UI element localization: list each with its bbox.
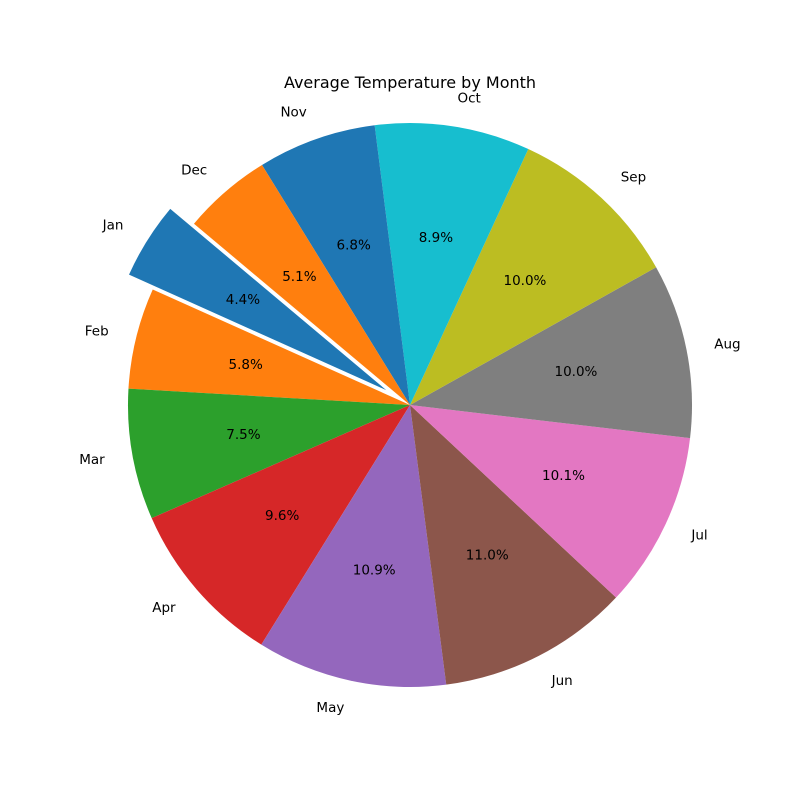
category-label-nov: Nov (280, 104, 306, 120)
category-label-aug: Aug (714, 336, 740, 352)
category-label-may: May (316, 700, 344, 716)
percent-label-feb: 5.8% (228, 357, 262, 373)
pie-slices (128, 122, 692, 688)
category-label-jan: Jan (102, 217, 124, 233)
percent-label-sep: 10.0% (503, 273, 546, 289)
percent-label-may: 10.9% (353, 562, 396, 578)
percent-label-jul: 10.1% (542, 468, 585, 484)
percent-label-apr: 9.6% (265, 508, 299, 524)
pie-slice-aug (410, 267, 692, 439)
percent-label-nov: 6.8% (337, 237, 371, 253)
category-label-oct: Oct (457, 90, 480, 106)
category-label-mar: Mar (79, 452, 105, 468)
percent-label-dec: 5.1% (282, 269, 316, 285)
percent-label-jun: 11.0% (466, 548, 509, 564)
percent-label-aug: 10.0% (555, 364, 598, 380)
percent-label-oct: 8.9% (419, 230, 453, 246)
percent-label-mar: 7.5% (226, 427, 260, 443)
category-label-jul: Jul (690, 528, 707, 544)
pie-slice-apr (151, 405, 411, 645)
pie-slice-oct (374, 122, 529, 405)
pie-slice-mar (128, 388, 411, 519)
category-label-dec: Dec (181, 162, 207, 178)
chart-title: Average Temperature by Month (284, 73, 536, 92)
category-label-sep: Sep (621, 169, 646, 185)
pie-slice-jan (129, 208, 387, 391)
category-label-feb: Feb (85, 323, 109, 339)
pie-slice-sep (410, 149, 657, 405)
pie-labels: Jan 4.4% Feb 5.8% Mar 7.5% Apr 9.6% May 10.9% Jun 1… (79, 90, 740, 716)
pie-slice-jun (410, 405, 617, 685)
pie-slice-dec (193, 164, 410, 405)
pie-slice-may (261, 405, 447, 688)
percent-label-jan: 4.4% (226, 292, 260, 308)
pie-slice-jul (410, 405, 691, 598)
category-label-jun: Jun (551, 673, 573, 689)
pie-slice-nov (261, 125, 410, 406)
category-label-apr: Apr (152, 600, 176, 616)
pie-slice-feb (128, 289, 410, 405)
